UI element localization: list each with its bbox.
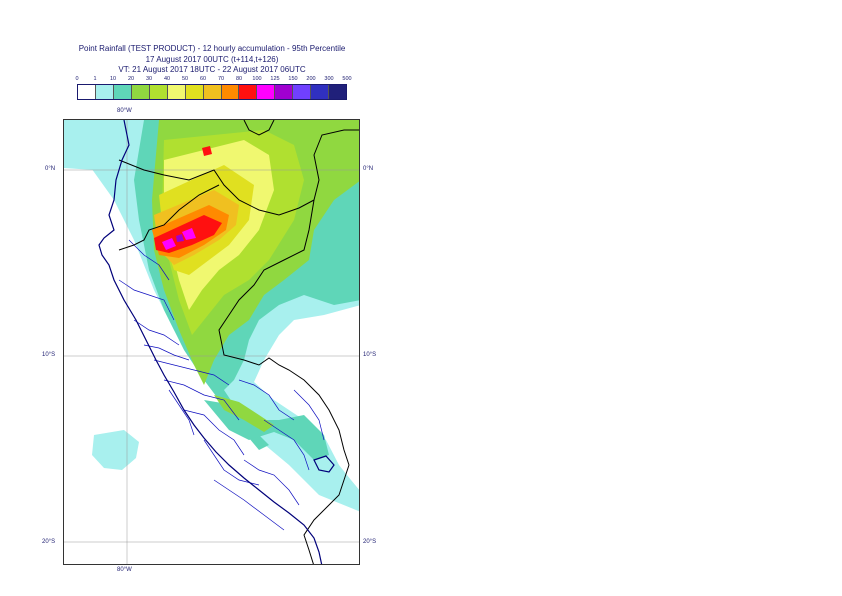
legend-swatch-1	[95, 85, 114, 99]
legend-swatch-8	[221, 85, 240, 99]
admin-line-12	[168, 389, 195, 436]
legend-swatch-10	[257, 85, 276, 99]
legend-swatch-14	[329, 85, 347, 99]
lat-label-right-10s: 10°S	[363, 352, 377, 358]
lat-label-left-10s: 10°S	[42, 352, 56, 358]
legend-threshold-14: 300	[324, 76, 334, 82]
admin-line-2	[133, 319, 180, 346]
legend-threshold-13: 200	[306, 76, 316, 82]
title-line-2: 17 August 2017 00UTC (t+114,t+126)	[145, 55, 279, 64]
legend-threshold-10: 100	[252, 76, 262, 82]
lat-label-left-20s: 20°S	[42, 539, 56, 545]
legend-threshold-15: 500	[342, 76, 352, 82]
map-frame	[63, 119, 360, 565]
legend-threshold-3: 20	[127, 76, 135, 82]
admin-line-14	[128, 239, 170, 281]
legend-swatch-13	[311, 85, 330, 99]
rainfall-fields	[64, 120, 359, 512]
admin-line-5	[183, 409, 245, 456]
legend-threshold-9: 80	[235, 76, 243, 82]
admin-line-10	[293, 389, 325, 441]
admin-line-6	[203, 439, 260, 486]
legend-threshold-5: 40	[163, 76, 171, 82]
legend-swatch-4	[149, 85, 168, 99]
admin-line-9	[213, 479, 285, 531]
admin-line-4	[163, 379, 240, 421]
rain-area-100-125mm-b	[182, 228, 196, 240]
legend-swatch-7	[203, 85, 222, 99]
coastline-main	[98, 120, 323, 564]
coastline	[98, 120, 335, 564]
admin-line-11	[143, 344, 190, 361]
rainfall-map	[64, 120, 359, 564]
rain-area-1-10mm-w	[64, 140, 109, 170]
legend-swatch-12	[293, 85, 312, 99]
rain-area-1-10mm-sw	[92, 430, 139, 470]
legend-swatch-5	[167, 85, 186, 99]
top-longitude-label: 80°W	[117, 108, 132, 114]
legend-threshold-7: 60	[199, 76, 207, 82]
border-brazil-colombia-n	[243, 120, 275, 136]
lat-label-right-0: 0°N	[363, 166, 374, 172]
border-ecuador-peru	[118, 184, 220, 251]
legend-swatch-3	[131, 85, 150, 99]
border-peru-bolivia	[303, 464, 350, 564]
title-line-1: Point Rainfall (TEST PRODUCT) - 12 hourl…	[78, 44, 346, 53]
legend-threshold-4: 30	[145, 76, 153, 82]
border-colombia-brazil	[313, 129, 359, 201]
rain-area-20-30mm-s	[214, 395, 274, 432]
country-borders	[118, 120, 359, 564]
admin-line-7	[238, 379, 295, 421]
admin-boundaries	[118, 239, 325, 531]
rain-area-80-100mm-n	[202, 146, 212, 156]
legend-swatch-0	[78, 85, 96, 99]
legend-swatch-11	[275, 85, 294, 99]
legend-threshold-12: 150	[288, 76, 298, 82]
rain-area-100-125mm	[162, 238, 176, 250]
legend-swatch-2	[113, 85, 132, 99]
admin-line-13	[243, 459, 300, 506]
legend-swatch-9	[239, 85, 258, 99]
lat-label-right-20s: 20°S	[363, 539, 377, 545]
admin-line-3	[153, 359, 230, 386]
legend-threshold-11: 125	[270, 76, 280, 82]
lat-label-left-0: 0°N	[45, 166, 56, 172]
legend-threshold-2: 10	[109, 76, 117, 82]
legend-threshold-6: 50	[181, 76, 189, 82]
admin-line-8	[263, 419, 310, 471]
border-ecuador-colombia	[118, 159, 315, 216]
legend-threshold-0: 0	[75, 76, 79, 82]
lake-titicaca	[313, 455, 335, 473]
title-line-3: VT: 21 August 2017 18UTC - 22 August 201…	[118, 65, 306, 74]
admin-line-1	[118, 279, 175, 321]
legend-threshold-8: 70	[217, 76, 225, 82]
rain-area-125-150mm	[176, 234, 184, 242]
border-peru-brazil	[218, 199, 350, 466]
legend-color-bar	[77, 84, 347, 100]
legend-threshold-1: 1	[93, 76, 97, 82]
graticule	[64, 120, 359, 564]
legend-swatch-6	[185, 85, 204, 99]
bottom-longitude-label: 80°W	[117, 567, 132, 573]
